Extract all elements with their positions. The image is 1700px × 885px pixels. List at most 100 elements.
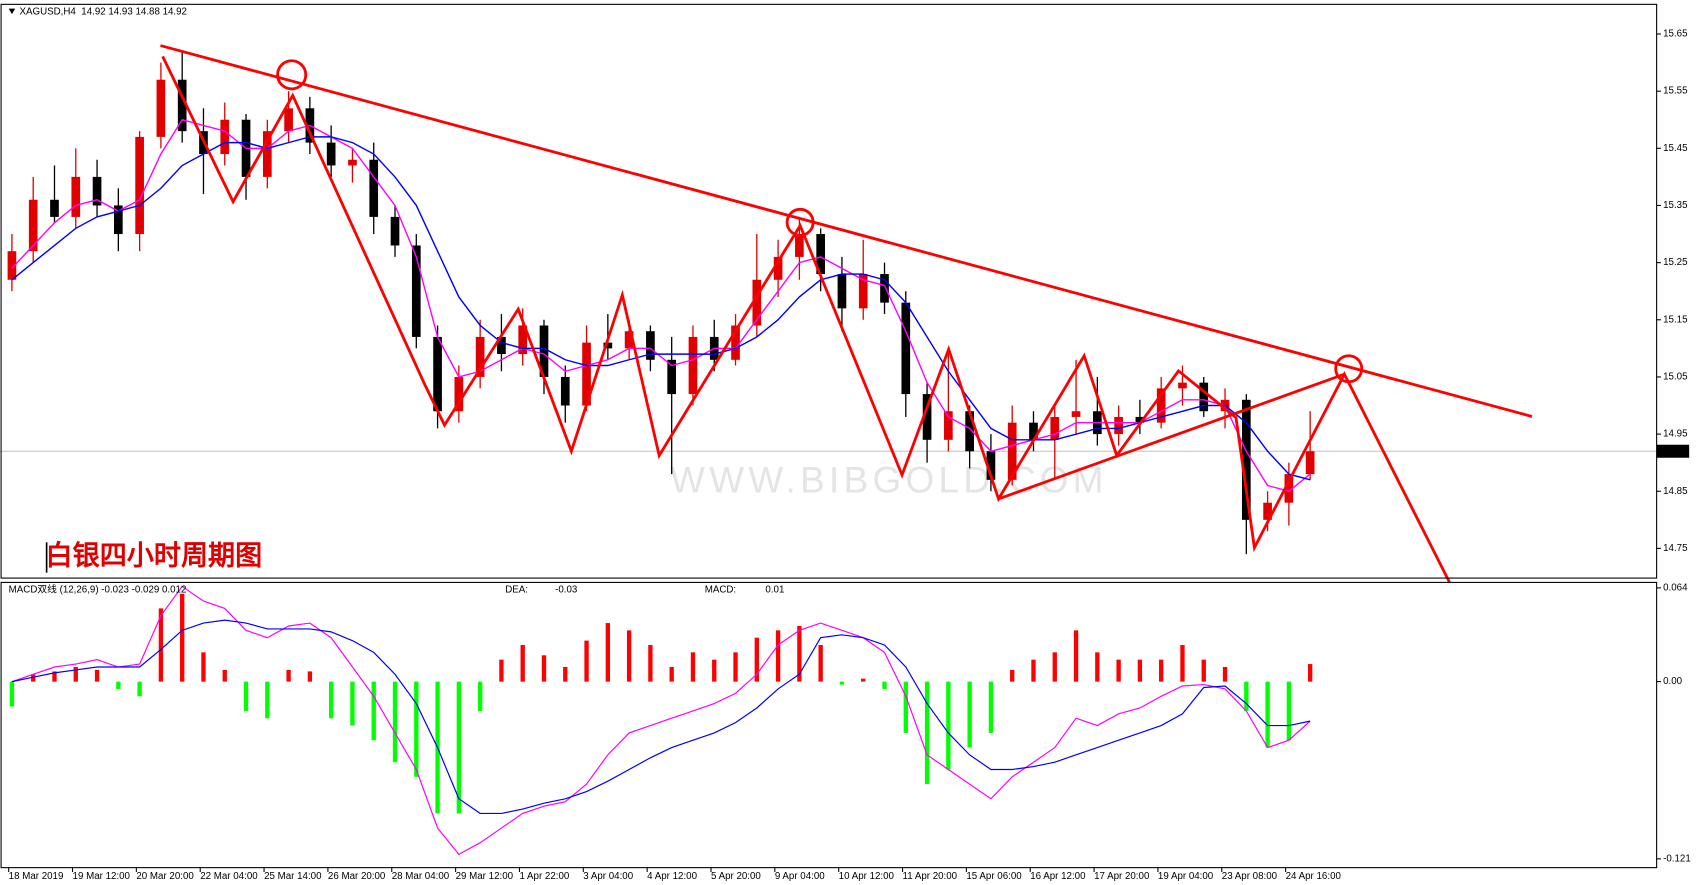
trend-line [160,44,1533,418]
macd-histogram-bar [733,652,738,682]
candle-body [986,451,996,480]
circle-marker [785,207,815,237]
macd-histogram-bar [1010,669,1015,682]
x-tick-label: 11 Apr 20:00 [903,871,958,882]
macd-histogram-bar [1180,645,1185,682]
price-label: 14.92 [1660,446,1684,457]
candle-body [667,359,677,395]
x-tick-label: 5 Apr 20:00 [711,871,761,882]
macd-line [11,585,1311,856]
macd-histogram-bar [265,681,270,719]
candle-body [560,376,570,406]
y-tick-label: 14.85 [1663,486,1688,497]
macd-label: MACD: [705,585,736,596]
x-tick-label: 28 Mar 04:00 [392,871,450,882]
x-tick-label: 1 Apr 22:00 [519,871,569,882]
watermark: WWW.BIBGOLD.COM [670,459,1108,500]
macd-histogram-bar [648,645,653,682]
candle-body [688,336,698,395]
candle-body [1156,388,1166,423]
candle-body [752,279,762,326]
macd-histogram-bar [1307,664,1313,682]
candle-body [944,411,953,440]
macd-histogram-bar [818,645,823,682]
macd-histogram-bar [1073,630,1079,682]
candle-body [284,108,293,132]
candle-body [348,159,357,166]
macd-histogram-bar [712,659,717,682]
x-tick-label: 17 Apr 20:00 [1094,871,1150,882]
x-tick-label: 4 Apr 12:00 [647,871,697,882]
chart-annotation: 白银四小时周期图 [46,540,263,571]
macd-line [11,619,1311,815]
y-tick-label: 15.05 [1663,372,1688,383]
candle-body [1007,422,1017,480]
price-label-box [1656,444,1690,458]
candle-body [390,216,400,246]
candle-body [1135,416,1145,423]
macd-histogram-bar [669,666,674,682]
macd-header: MACD双线 (12,26,9) -0.023 -0.029 0.012 [9,583,187,596]
macd-histogram-bar [31,674,36,682]
x-tick-label: 19 Apr 04:00 [1158,871,1214,882]
macd-histogram-bar [414,681,419,777]
x-tick-label: 25 Mar 14:00 [264,871,322,882]
macd-histogram-bar [9,681,15,707]
candle-body [816,234,825,275]
y-tick-label: 14.75 [1663,543,1688,554]
y-tick-label: 15.15 [1663,314,1688,325]
macd-histogram-bar [286,669,291,682]
candle-body [369,159,379,217]
candle-body [773,256,783,280]
macd-histogram-bar [499,659,504,682]
macd-histogram-bar [1095,652,1100,682]
candle-body [28,199,38,252]
candle-body [92,176,102,206]
candle-body [1071,411,1081,417]
macd-histogram-bar [1201,659,1206,682]
candle-body [922,394,932,440]
candle-body [646,331,655,360]
y-tick-label: 0.064 [1663,582,1688,593]
main-frame [0,3,1658,579]
candle-body [71,176,81,217]
circle-marker [276,59,308,91]
macd-histogram-bar [222,669,227,682]
macd-histogram-bar [392,681,398,763]
macd-histogram-bar [924,681,930,785]
y-tick-label: 15.65 [1663,29,1688,40]
candle-body [454,376,464,412]
macd-histogram-bar [946,681,951,770]
candle-body [1305,451,1315,475]
header-arrow [8,8,16,15]
candle-body [795,234,804,257]
candle-body [731,325,740,360]
candle-body [411,245,421,337]
macd-histogram-bar [988,681,994,733]
macd-histogram-bar [477,681,483,711]
macd-histogram-bar [52,671,57,682]
candle-body [177,79,187,132]
candle-body [50,199,59,217]
macd-histogram-bar [158,608,164,682]
moving-average [11,118,1311,492]
candle-body [1029,422,1038,440]
macd-histogram-bar [1244,681,1249,711]
macd-histogram-bar [626,630,632,682]
macd-value: 0.01 [765,585,784,596]
candle-body [7,251,17,280]
macd-histogram-bar [839,681,845,685]
x-tick-label: 3 Apr 04:00 [583,871,633,882]
x-tick-label: 29 Mar 12:00 [456,871,514,882]
macd-histogram-bar [1265,681,1270,748]
macd-histogram-bar [1286,681,1292,741]
candle-body [220,119,230,155]
macd-histogram-bar [350,681,355,726]
moving-average [11,136,1311,481]
x-tick-label: 20 Mar 20:00 [136,871,194,882]
y-tick-label: 15.25 [1663,257,1688,268]
candle-body [262,131,272,177]
macd-histogram-bar [541,655,547,682]
macd-histogram-bar [94,669,100,682]
